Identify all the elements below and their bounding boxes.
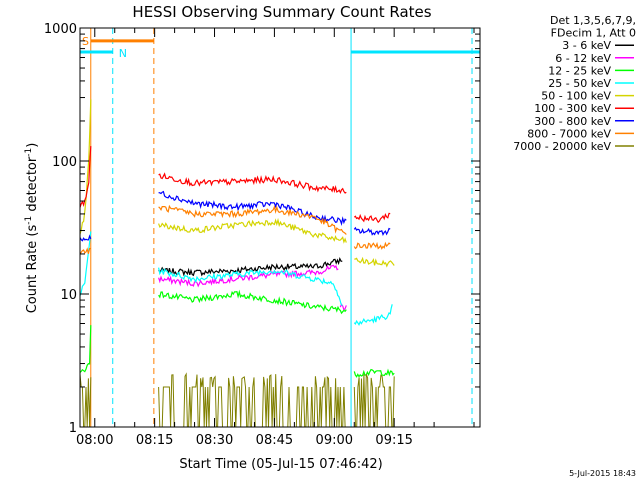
y-tick-label: 100 [52,155,77,170]
flag-label-s: S [82,35,89,48]
series-line [158,190,347,227]
series-line [80,247,91,255]
series-300-800-kev [80,190,391,242]
legend-entry-label: 100 - 300 keV [534,102,611,115]
chart-title: HESSI Observing Summary Count Rates [132,3,431,21]
series-line [353,304,393,327]
series-7000-20000-kev [80,372,395,427]
legend-entry-label: 50 - 100 keV [541,90,611,103]
y-axis-label-part: ) [25,143,40,148]
y-axis-label-sup: -1 [24,148,34,157]
timestamp: 5-Jul-2015 18:43 [569,469,636,478]
series-line [158,289,347,315]
series-line [80,374,92,427]
series-line [80,231,92,297]
series-50-100-kev [80,99,395,268]
legend: Det 1,3,5,6,7,9,FDecim 1, Att 03 - 6 keV… [513,14,636,153]
y-axis-label: Count Rate (s-1 detector-1) [24,143,40,314]
series-100-300-kev [80,146,391,224]
plot-border [79,27,481,428]
series-line [158,257,343,277]
legend-header: FDecim 1, Att 0 [551,27,636,40]
series-3-6-kev [158,257,343,277]
series-800-7000-kev [80,204,391,255]
y-tick-label: 10 [60,288,77,303]
x-tick-label: 08:30 [196,433,233,448]
x-axis-label: Start Time (05-Jul-15 07:46:42) [179,457,382,472]
flag-label-n: N [119,47,127,60]
y-axis-label-part: detector [25,156,40,216]
legend-entry-label: 6 - 12 keV [555,52,611,65]
series-line [80,325,92,373]
series-line [353,374,395,427]
x-tick-label: 08:00 [76,433,113,448]
y-tick-label: 1000 [44,22,77,37]
legend-entry-label: 300 - 800 keV [534,115,611,128]
series-line [158,372,347,427]
series-12-25-kev [80,289,395,378]
series-line [158,204,347,235]
x-tick-label: 09:00 [316,433,353,448]
series-line [353,212,391,224]
axes-frame [79,27,481,428]
legend-entry-label: 3 - 6 keV [562,39,611,52]
series-line [158,172,347,195]
x-tick-label: 08:15 [136,433,173,448]
series-line [80,99,92,235]
series-line [158,217,347,244]
y-axis-label-part: Count Rate (s [25,225,40,314]
x-tick-label: 08:45 [256,433,293,448]
y-tick-label: 1 [69,421,77,436]
series-line [158,264,339,288]
plot-area: SN [80,28,480,427]
series-25-50-kev [80,231,393,327]
legend-entry-label: 800 - 7000 keV [527,127,611,140]
series-line [354,256,395,268]
legend-header: Det 1,3,5,6,7,9, [550,14,636,27]
x-tick-label: 09:15 [375,433,412,448]
series-line [80,146,92,208]
axis-ticks: 1 10 100 1000 08:00 08:15 08:30 08:45 09:00 09:15 [44,22,480,448]
series-line [353,368,395,378]
series-line [353,241,391,250]
legend-entry-label: 25 - 50 keV [548,77,611,90]
series-line [80,234,92,242]
series-line [158,267,343,307]
plot-content [80,28,480,427]
legend-entry-label: 12 - 25 keV [548,64,611,77]
legend-entry-label: 7000 - 20000 keV [513,140,611,153]
y-axis-label-sup: -1 [24,216,34,225]
series-line [353,226,391,236]
